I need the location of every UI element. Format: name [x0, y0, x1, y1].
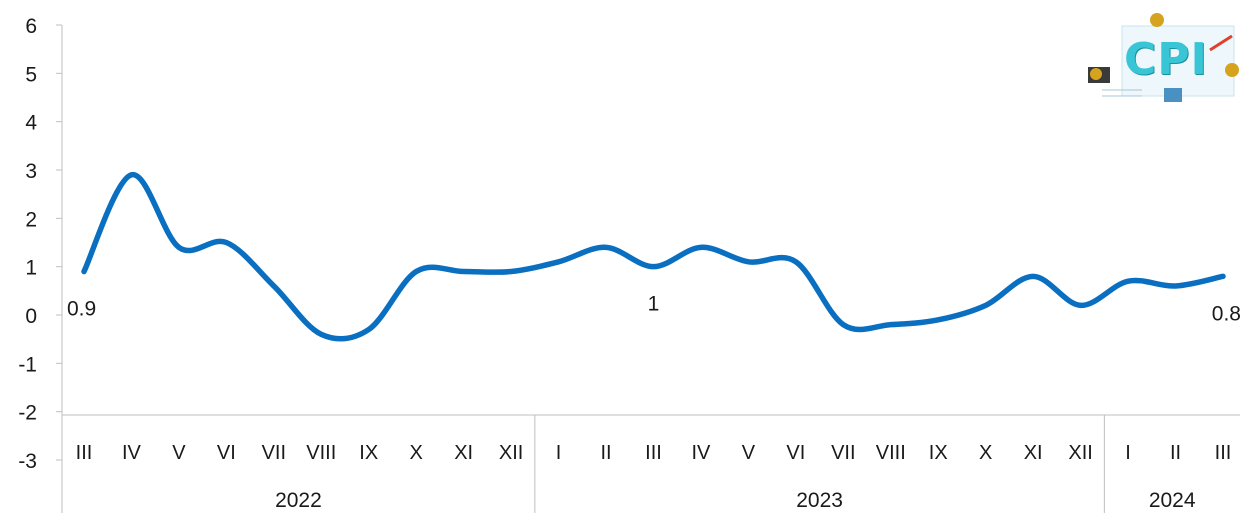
x-tick-label: V: [172, 442, 186, 464]
year-label: 2023: [796, 489, 843, 512]
x-tick-label: VIII: [876, 442, 906, 464]
y-tick-label: -3: [18, 450, 37, 473]
x-tick-label: I: [1125, 442, 1131, 464]
series-line-0: [81, 172, 1226, 342]
x-tick-label: IX: [359, 442, 378, 464]
x-tick-label: IV: [122, 442, 142, 464]
y-tick-label: 1: [25, 257, 37, 280]
x-tick-label: VIII: [306, 442, 336, 464]
x-tick-label: I: [556, 442, 562, 464]
cpi-logo-icon: [1088, 13, 1239, 102]
x-tick-label: VII: [262, 442, 286, 464]
x-tick-label: IV: [692, 442, 712, 464]
x-tick-label: III: [645, 442, 662, 464]
x-tick-label: X: [979, 442, 992, 464]
series-layer: [81, 172, 1226, 342]
year-label: 2022: [275, 489, 322, 512]
y-tick-label: -2: [18, 402, 37, 425]
cpi-logo-text: CPI: [1124, 34, 1208, 85]
x-tick-label: II: [1170, 442, 1181, 464]
x-tick-label: VI: [217, 442, 236, 464]
x-tick-label: II: [600, 442, 611, 464]
y-tick-label: 3: [25, 160, 37, 183]
x-tick-label: XII: [1068, 442, 1092, 464]
x-tick-label: III: [1215, 442, 1232, 464]
cpi-logo: CPI: [1082, 12, 1242, 112]
y-tick-label: -1: [18, 353, 37, 376]
x-axis: III IV V VI VII VIII IX X XI XII I II III IV V VI VII VII…: [62, 414, 1240, 513]
y-tick-label: 4: [25, 112, 37, 135]
x-tick-label: V: [742, 442, 756, 464]
year-label: 2024: [1149, 489, 1196, 512]
data-label: 0.8: [1212, 302, 1241, 325]
y-tick-label: 5: [25, 63, 37, 86]
x-tick-label: XI: [1024, 442, 1043, 464]
y-tick-label: 6: [25, 15, 37, 38]
x-tick-label: IX: [929, 442, 948, 464]
y-tick-label: 0: [25, 305, 37, 328]
x-tick-label: VII: [831, 442, 855, 464]
data-label: 1: [648, 293, 660, 316]
x-tick-label: VI: [786, 442, 805, 464]
x-tick-label: XI: [454, 442, 473, 464]
data-label: 0.9: [67, 298, 96, 321]
y-tick-label: 2: [25, 208, 37, 231]
x-tick-label: X: [410, 442, 423, 464]
y-axis: 6 5 4 3 2 1 0 -1 -2 -3: [18, 15, 63, 513]
data-labels: 0.9 1 0.8: [67, 293, 1241, 326]
x-tick-label: III: [76, 442, 93, 464]
x-tick-label: XII: [499, 442, 523, 464]
